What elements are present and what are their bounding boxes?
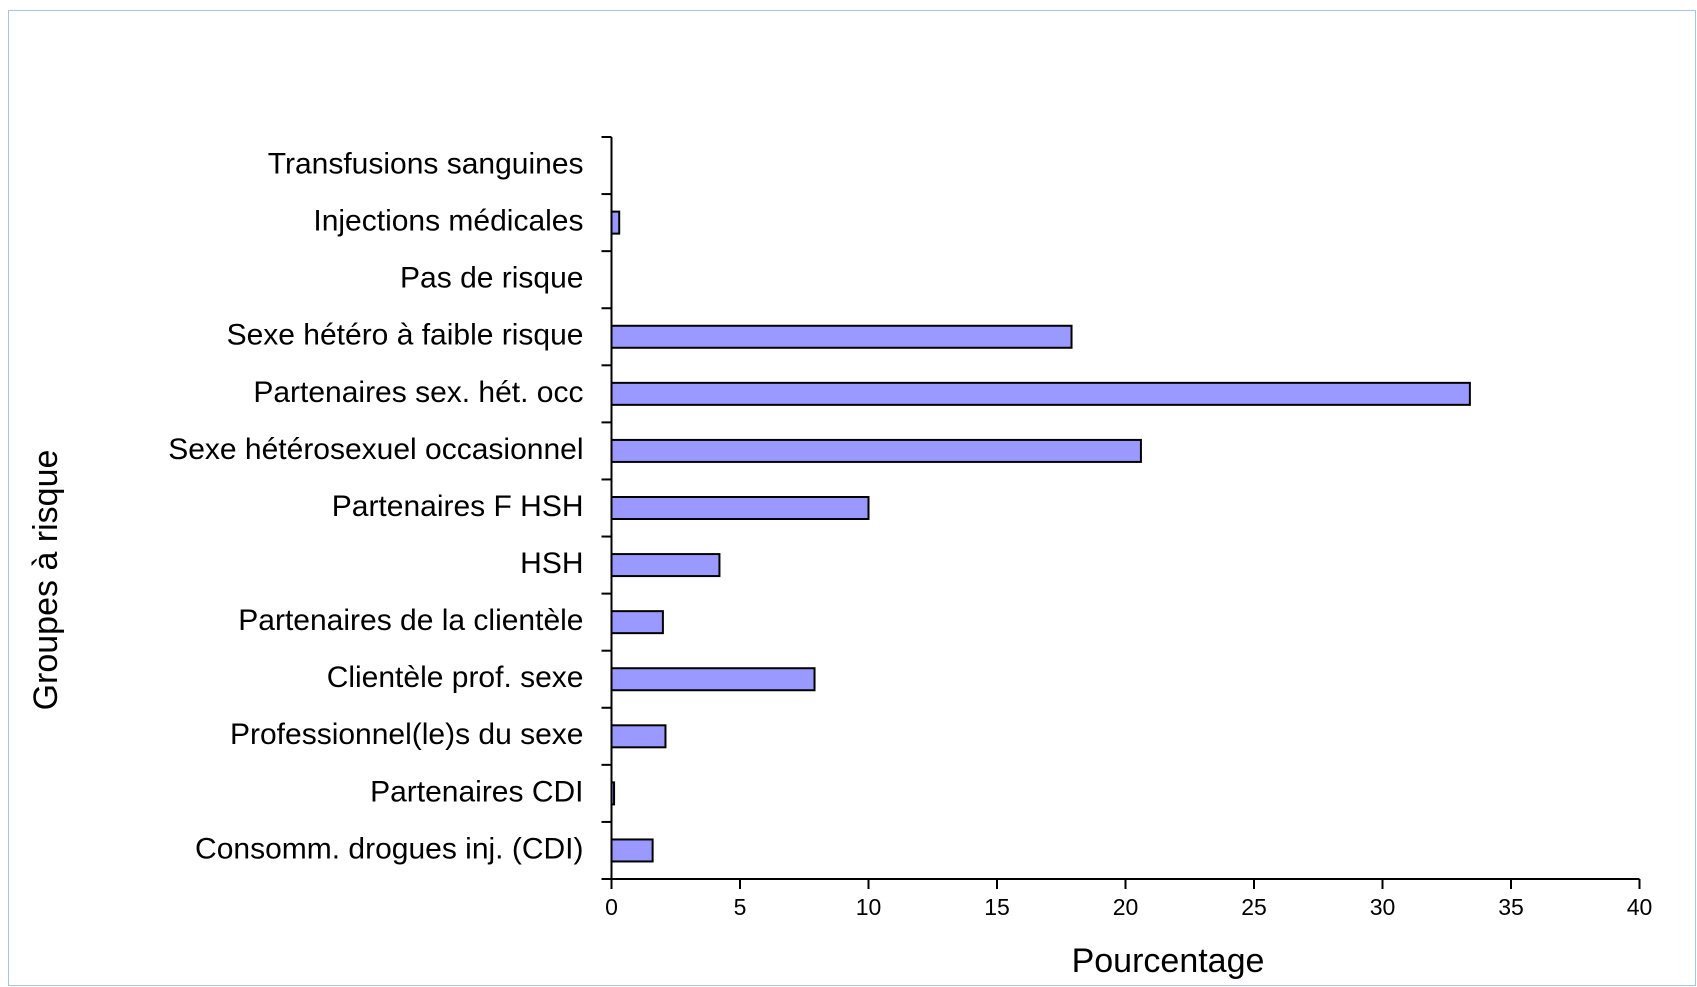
y-tick-label: Partenaires sex. hét. occ <box>253 376 583 409</box>
y-tick-label: Clientèle prof. sexe <box>327 661 584 694</box>
bar <box>610 210 621 235</box>
y-tick-label: Sexe hétéro à faible risque <box>227 319 584 352</box>
bar <box>610 838 654 863</box>
bar <box>610 781 616 806</box>
x-tick-label: 5 <box>734 894 747 920</box>
x-tick-label: 10 <box>856 894 882 920</box>
chart-frame <box>8 10 1696 986</box>
x-tick-label: 30 <box>1370 894 1396 920</box>
y-tick-label: Partenaires F HSH <box>332 490 584 523</box>
x-tick-label: 15 <box>984 894 1010 920</box>
bar <box>610 553 721 578</box>
y-tick-label: Partenaires de la clientèle <box>238 604 583 637</box>
y-axis-title: Groupes à risque <box>27 450 65 711</box>
x-tick-label: 40 <box>1627 894 1653 920</box>
x-tick-label: 20 <box>1113 894 1139 920</box>
y-tick-label: HSH <box>520 547 583 580</box>
x-axis-title: Pourcentage <box>1072 942 1265 980</box>
y-tick-label: Partenaires CDI <box>370 775 583 808</box>
x-tick-label: 25 <box>1241 894 1267 920</box>
y-tick-label: Sexe hétérosexuel occasionnel <box>168 433 583 466</box>
bar <box>610 496 870 520</box>
bar <box>610 724 667 749</box>
bar <box>610 438 1142 463</box>
bar <box>610 324 1073 349</box>
y-tick-label: Consomm. drogues inj. (CDI) <box>195 832 583 865</box>
bar <box>610 667 816 692</box>
y-tick-label: Pas de risque <box>400 262 583 295</box>
y-tick-label: Professionnel(le)s du sexe <box>230 718 584 751</box>
y-tick-label: Injections médicales <box>313 205 583 238</box>
bar <box>610 381 1471 406</box>
x-tick-label: 35 <box>1498 894 1524 920</box>
x-tick-label: 0 <box>605 894 618 920</box>
y-tick-label: Transfusions sanguines <box>268 147 584 180</box>
bar <box>610 610 664 635</box>
